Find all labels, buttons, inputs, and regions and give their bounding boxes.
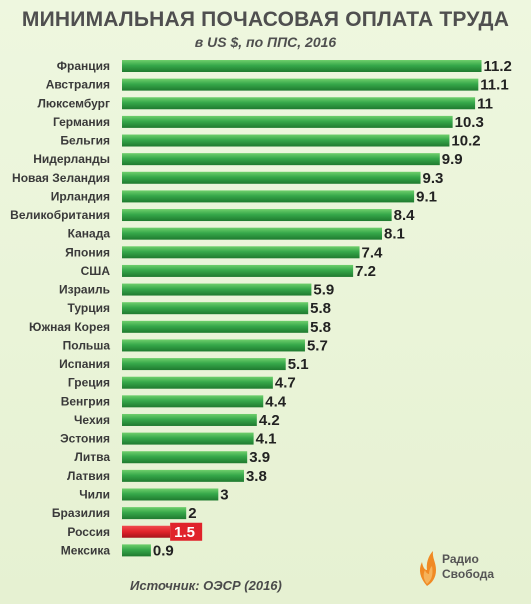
value-label: 5.8 bbox=[310, 300, 331, 317]
value-label: 11 bbox=[477, 95, 493, 112]
category-label: Нидерланды bbox=[33, 152, 110, 166]
bar bbox=[122, 302, 309, 315]
radio-svoboda-logo: Радио Свобода bbox=[414, 548, 524, 592]
logo-line-2: Свобода bbox=[442, 567, 495, 581]
bar bbox=[122, 78, 479, 91]
bar bbox=[122, 60, 482, 72]
bar bbox=[122, 190, 415, 203]
value-label: 10.2 bbox=[451, 133, 480, 150]
value-label: 4.4 bbox=[265, 393, 287, 410]
category-label: Франция bbox=[57, 59, 110, 73]
category-label: Бразилия bbox=[52, 506, 110, 520]
category-label: Израиль bbox=[59, 283, 110, 297]
category-label: Новая Зеландия bbox=[12, 171, 110, 185]
flame-icon bbox=[419, 551, 436, 586]
value-label: 1.5 bbox=[174, 524, 195, 541]
bar bbox=[122, 358, 286, 371]
value-label: 0.9 bbox=[153, 542, 174, 559]
category-label: США bbox=[81, 264, 111, 278]
category-label: Россия bbox=[67, 525, 110, 539]
value-label-box bbox=[170, 522, 203, 541]
value-label: 3.9 bbox=[249, 449, 270, 466]
value-label: 5.8 bbox=[310, 319, 331, 336]
source-note: Источник: ОЭСР (2016) bbox=[130, 578, 282, 593]
category-label: Австралия bbox=[46, 78, 110, 92]
category-label: Польша bbox=[63, 338, 111, 352]
bar bbox=[122, 134, 450, 147]
category-label: Венгрия bbox=[61, 394, 110, 408]
bar bbox=[122, 507, 187, 520]
value-label: 7.2 bbox=[355, 263, 376, 280]
bar bbox=[122, 376, 273, 389]
value-label: 11.2 bbox=[484, 58, 512, 75]
value-label: 10.3 bbox=[455, 114, 484, 131]
category-label: Мексика bbox=[61, 543, 111, 557]
value-label: 9.9 bbox=[442, 151, 463, 168]
bar bbox=[122, 451, 248, 464]
category-label: Чехия bbox=[74, 413, 110, 427]
value-label: 5.9 bbox=[313, 282, 334, 299]
bar bbox=[122, 413, 257, 426]
bar bbox=[122, 544, 151, 557]
bar bbox=[122, 153, 440, 166]
value-label: 9.1 bbox=[416, 188, 437, 205]
bar bbox=[122, 115, 453, 128]
category-label: Ирландия bbox=[51, 189, 110, 203]
category-label: Латвия bbox=[67, 469, 110, 483]
category-label: Чили bbox=[79, 487, 110, 501]
chart-title: МИНИМАЛЬНАЯ ПОЧАСОВАЯ ОПЛАТА ТРУДА bbox=[21, 8, 510, 31]
category-label: Южная Корея bbox=[29, 320, 110, 334]
category-label: Канада bbox=[68, 227, 111, 241]
bar bbox=[122, 246, 360, 259]
bar bbox=[122, 283, 312, 296]
bar bbox=[122, 320, 309, 333]
bar bbox=[122, 339, 305, 352]
value-label: 4.2 bbox=[259, 412, 280, 429]
value-label: 4.1 bbox=[256, 431, 277, 448]
category-label: Литва bbox=[74, 450, 110, 464]
value-label: 3.8 bbox=[246, 468, 267, 485]
logo-line-1: Радио bbox=[442, 552, 479, 566]
value-label: 11.1 bbox=[480, 77, 508, 94]
bar bbox=[122, 432, 254, 445]
category-label: Турция bbox=[68, 301, 110, 315]
bar bbox=[122, 171, 421, 184]
value-label: 8.4 bbox=[394, 207, 416, 224]
chart-subtitle: в US $, по ППС, 2016 bbox=[194, 34, 337, 50]
category-label: Бельгия bbox=[60, 134, 110, 148]
bar-highlight bbox=[122, 525, 171, 538]
value-label: 9.3 bbox=[423, 170, 444, 187]
bar bbox=[122, 264, 354, 277]
value-label: 5.7 bbox=[307, 337, 328, 354]
category-label: Эстония bbox=[60, 432, 110, 446]
bar bbox=[122, 395, 264, 408]
bar bbox=[122, 469, 244, 482]
bar bbox=[122, 488, 219, 501]
category-label: Испания bbox=[59, 357, 110, 371]
value-label: 8.1 bbox=[384, 226, 405, 243]
category-label: Япония bbox=[65, 245, 110, 259]
value-label: 3 bbox=[220, 486, 228, 503]
value-label: 4.7 bbox=[275, 375, 296, 392]
value-label: 5.1 bbox=[288, 356, 309, 373]
bar bbox=[122, 227, 383, 240]
category-label: Германия bbox=[53, 115, 110, 129]
category-label: Греция bbox=[68, 376, 110, 390]
value-label: 7.4 bbox=[362, 244, 384, 261]
category-label: Великобритания bbox=[10, 208, 110, 222]
bar bbox=[122, 97, 476, 110]
category-label: Люксембург bbox=[37, 96, 110, 110]
bar bbox=[122, 209, 392, 222]
value-label: 2 bbox=[188, 505, 196, 522]
bars-layer: Франция 11.2 Австралия 11.1 Люксембург 11 Герм… bbox=[10, 58, 512, 559]
